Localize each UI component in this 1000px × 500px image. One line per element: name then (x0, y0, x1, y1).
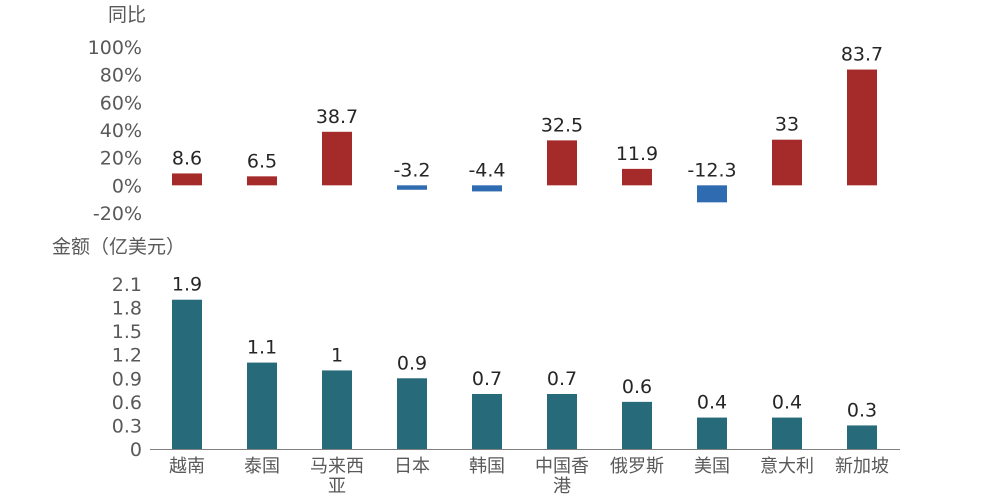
amount-bar (322, 370, 352, 449)
yoy-axis-title: 同比 (108, 4, 146, 26)
amount-data-label: 0.7 (472, 368, 502, 390)
amount-axis-title: 金额（亿美元） (52, 236, 185, 258)
category-label: 日本 (394, 456, 430, 477)
yoy-data-label: 32.5 (541, 114, 583, 136)
amount-tick-label: 0 (130, 439, 142, 461)
category-label: 意大利 (760, 456, 814, 477)
amount-data-label: 0.4 (697, 392, 727, 414)
amount-tick-label: 1.2 (112, 345, 142, 367)
category-label: 港 (553, 476, 571, 497)
amount-tick-label: 0.9 (112, 368, 142, 390)
yoy-tick-label: 60% (100, 92, 142, 114)
yoy-bar (397, 185, 427, 190)
yoy-bar (247, 176, 277, 186)
category-label: 中国香 (535, 456, 589, 477)
yoy-bar (772, 139, 802, 186)
amount-tick-label: 0.6 (112, 392, 142, 414)
yoy-bar (697, 185, 727, 203)
yoy-tick-labels: 100% 80% 60% 40% 20% 0% -20% (88, 37, 142, 225)
yoy-data-label: 8.6 (172, 147, 202, 169)
amount-data-label: 0.4 (772, 392, 802, 414)
amount-chart: 金额（亿美元） 2.11.81.51.20.90.60.30 1.91.1 1 0.… (52, 236, 900, 497)
yoy-bar (322, 131, 352, 186)
amount-data-label: 0.3 (847, 399, 877, 421)
category-label: 美国 (694, 456, 730, 477)
yoy-bars (172, 69, 877, 203)
amount-tick-label: 1.5 (112, 321, 142, 343)
yoy-bar (547, 140, 577, 186)
yoy-bar (172, 173, 202, 186)
yoy-data-label: -12.3 (687, 159, 736, 181)
yoy-data-labels: 8.6 6.5 38.7 -3.2 -4.4 32.5 11.9 -12.3 33 83.7 (172, 44, 883, 182)
yoy-chart: 同比 100% 80% 60% 40% 20% 0% -20% 8.6 6.5 38.7 -3.2… (88, 4, 883, 225)
category-label: 马来西 (310, 456, 364, 477)
amount-bar (472, 394, 502, 449)
yoy-tick-label: 20% (100, 148, 142, 170)
yoy-tick-label: -20% (93, 203, 142, 225)
amount-bar (847, 425, 877, 449)
amount-data-label: 0.7 (547, 368, 577, 390)
amount-bar (772, 417, 802, 449)
yoy-tick-label: 80% (100, 65, 142, 87)
yoy-data-label: 83.7 (841, 44, 883, 66)
yoy-tick-label: 0% (112, 175, 142, 197)
amount-tick-label: 2.1 (112, 274, 142, 296)
amount-data-labels: 1.9 1.1 1 0.9 0.7 0.7 0.6 0.4 0.4 0.3 (172, 274, 877, 422)
amount-bar (547, 394, 577, 449)
yoy-tick-label: 40% (100, 120, 142, 142)
amount-data-label: 0.9 (397, 352, 427, 374)
yoy-data-label: 38.7 (316, 106, 358, 128)
amount-bars (172, 299, 877, 449)
amount-bar (247, 362, 277, 449)
category-label: 亚 (328, 476, 346, 497)
yoy-bar (622, 168, 652, 186)
yoy-data-label: 33 (775, 114, 799, 136)
category-label: 新加坡 (835, 456, 889, 477)
amount-tick-labels: 2.11.81.51.20.90.60.30 (112, 274, 142, 461)
amount-data-label: 1.1 (247, 337, 277, 359)
yoy-data-label: 6.5 (247, 150, 277, 172)
category-label: 泰国 (244, 456, 280, 477)
amount-bar (397, 378, 427, 449)
amount-tick-label: 1.8 (112, 298, 142, 320)
yoy-bar (472, 185, 502, 192)
yoy-data-label: -4.4 (468, 159, 505, 181)
amount-bar (172, 299, 202, 449)
category-label: 韩国 (469, 456, 505, 477)
amount-data-label: 1.9 (172, 274, 202, 296)
category-label: 越南 (169, 456, 205, 477)
amount-data-label: 1 (331, 344, 343, 366)
amount-bar (697, 417, 727, 449)
yoy-bar (847, 69, 877, 186)
yoy-tick-label: 100% (88, 37, 142, 59)
yoy-data-label: 11.9 (616, 143, 658, 165)
amount-tick-label: 0.3 (112, 415, 142, 437)
yoy-data-label: -3.2 (393, 159, 430, 181)
amount-data-label: 0.6 (622, 376, 652, 398)
amount-bar (622, 401, 652, 449)
category-label: 俄罗斯 (610, 456, 664, 477)
